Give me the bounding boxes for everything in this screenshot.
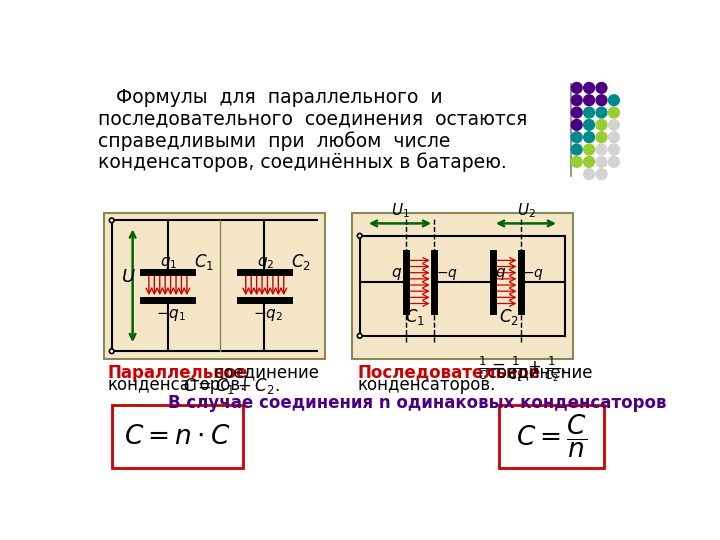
- Text: $-q_2$: $-q_2$: [253, 307, 283, 323]
- Circle shape: [596, 157, 607, 167]
- Circle shape: [357, 233, 362, 238]
- Text: $C_2$: $C_2$: [499, 307, 519, 327]
- Text: Параллельное: Параллельное: [107, 363, 248, 382]
- FancyBboxPatch shape: [112, 405, 243, 468]
- Circle shape: [608, 107, 619, 118]
- Circle shape: [584, 132, 595, 143]
- Circle shape: [596, 168, 607, 179]
- Text: $C = C_1 + C_2.$: $C = C_1 + C_2.$: [183, 376, 280, 396]
- Circle shape: [584, 144, 595, 155]
- Text: $C_1$: $C_1$: [405, 307, 425, 327]
- Text: $U_2$: $U_2$: [516, 201, 536, 220]
- Text: $-q$: $-q$: [436, 267, 457, 282]
- Circle shape: [571, 83, 582, 93]
- Circle shape: [584, 83, 595, 93]
- Text: $C = n \cdot C$: $C = n \cdot C$: [125, 424, 231, 450]
- Circle shape: [608, 157, 619, 167]
- Text: $U$: $U$: [121, 268, 136, 286]
- Circle shape: [584, 157, 595, 167]
- Circle shape: [571, 144, 582, 155]
- Text: $C = \dfrac{C}{n}$: $C = \dfrac{C}{n}$: [516, 413, 587, 460]
- Circle shape: [596, 95, 607, 106]
- Text: $q_2$: $q_2$: [256, 255, 274, 271]
- Circle shape: [608, 144, 619, 155]
- Circle shape: [571, 132, 582, 143]
- Circle shape: [584, 168, 595, 179]
- Circle shape: [596, 83, 607, 93]
- Text: $-q$: $-q$: [523, 267, 544, 282]
- Text: $U_1$: $U_1$: [390, 201, 410, 220]
- Circle shape: [584, 107, 595, 118]
- Text: $q$: $q$: [495, 266, 505, 282]
- Circle shape: [109, 218, 114, 222]
- Circle shape: [109, 349, 114, 354]
- Text: В случае соединения n одинаковых конденсаторов: В случае соединения n одинаковых конденс…: [168, 394, 666, 413]
- Text: последовательного  соединения  остаются: последовательного соединения остаются: [98, 110, 527, 129]
- Circle shape: [571, 107, 582, 118]
- Text: $q_1$: $q_1$: [160, 255, 177, 271]
- Circle shape: [596, 119, 607, 130]
- Circle shape: [608, 119, 619, 130]
- Text: конденсаторов, соединённых в батарею.: конденсаторов, соединённых в батарею.: [98, 153, 506, 172]
- Text: конденсаторов.: конденсаторов.: [357, 376, 496, 394]
- Text: конденсаторов.: конденсаторов.: [107, 376, 246, 394]
- Circle shape: [596, 144, 607, 155]
- Text: $C_2$: $C_2$: [291, 252, 310, 272]
- Text: соединение: соединение: [210, 363, 320, 382]
- Text: $C_1$: $C_1$: [194, 252, 214, 272]
- Circle shape: [584, 119, 595, 130]
- FancyBboxPatch shape: [352, 213, 573, 359]
- Circle shape: [571, 157, 582, 167]
- Circle shape: [608, 95, 619, 106]
- Text: соединение: соединение: [472, 363, 593, 382]
- FancyBboxPatch shape: [499, 405, 604, 468]
- Circle shape: [596, 132, 607, 143]
- Text: $\frac{1}{C} = \frac{1}{C_1} + \frac{1}{C_2}.$: $\frac{1}{C} = \frac{1}{C_1} + \frac{1}{…: [477, 355, 565, 384]
- Circle shape: [584, 95, 595, 106]
- Circle shape: [357, 334, 362, 338]
- FancyBboxPatch shape: [104, 213, 325, 359]
- Circle shape: [596, 107, 607, 118]
- Text: справедливыми  при  любом  числе: справедливыми при любом числе: [98, 131, 450, 151]
- Circle shape: [571, 119, 582, 130]
- Circle shape: [571, 95, 582, 106]
- Text: $q$: $q$: [391, 266, 402, 282]
- Text: Последовательное: Последовательное: [357, 363, 541, 382]
- Text: Формулы  для  параллельного  и: Формулы для параллельного и: [98, 88, 442, 107]
- Text: $-q_1$: $-q_1$: [156, 307, 186, 323]
- Circle shape: [608, 132, 619, 143]
